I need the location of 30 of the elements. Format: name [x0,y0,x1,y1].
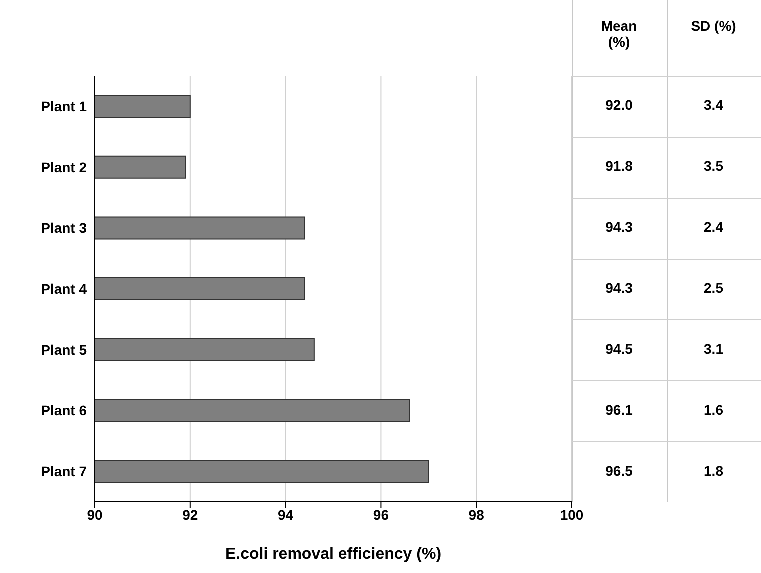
text: 92.0 [606,97,633,114]
category-label: SD (%) [691,18,736,34]
x-tick-label: 96 [373,506,390,523]
y-tick-label: Plant 2 [41,159,88,176]
y-tick-label: Plant 3 [41,220,88,236]
y-tick-label: Plant 4 [41,280,88,297]
text: 94.5 [606,340,633,357]
x-tick-label: 90 [87,506,103,523]
text: 2.5 [704,280,724,296]
x-tick-label: 92 [182,506,198,523]
text: 94.3 [606,219,633,236]
y-tick-label: Plant 7 [41,464,88,480]
y-tick-label: Plant 1 [41,98,88,114]
text: 96.1 [606,402,633,418]
text: 3.4 [704,97,724,114]
y-tick-label: Plant 5 [41,342,88,358]
text: 1.6 [704,402,724,418]
text: 96.5 [606,462,633,479]
text: 91.8 [606,158,633,174]
text: 2.4 [704,219,724,236]
text: 3.5 [704,158,724,174]
text: 94.3 [606,280,633,296]
x-tick-label: 94 [278,506,294,523]
x-tick-label: 98 [468,506,485,523]
category-label: Mean (%) [600,18,638,50]
text: 1.8 [704,462,724,479]
y-tick-label: Plant 6 [41,402,88,419]
x-axis-title: E.coli removal efficiency (%) [225,546,442,563]
text: 3.1 [704,340,724,357]
x-tick-label: 100 [560,506,584,523]
